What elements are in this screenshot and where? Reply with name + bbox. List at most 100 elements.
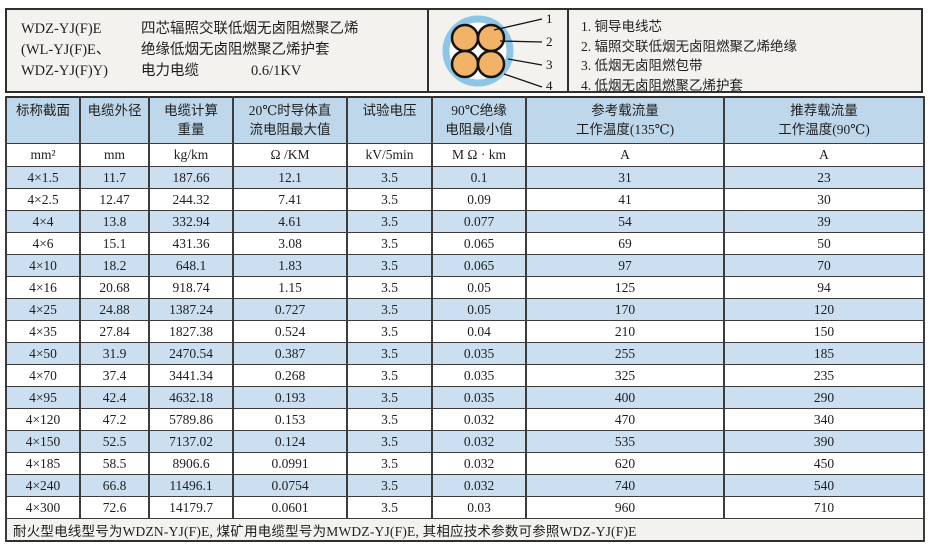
table-cell: 540 bbox=[723, 474, 925, 497]
table-cell: 52.5 bbox=[79, 430, 150, 453]
conductor-core bbox=[476, 49, 506, 78]
table-cell: 0.0991 bbox=[232, 452, 348, 475]
table-cell: 72.6 bbox=[79, 496, 150, 519]
table-cell: 125 bbox=[525, 276, 725, 299]
table-row: 4×95 42.4 4632.18 0.193 3.5 0.035 400 290 bbox=[5, 386, 925, 409]
header-row: 标称截面 电缆外径 电缆计算 重量 20℃时导体直 流电阻最大值 试验电压 90℃绝缘 电阻最小… bbox=[5, 96, 925, 144]
table-cell: 0.065 bbox=[431, 254, 527, 277]
table-cell: 0.09 bbox=[431, 188, 527, 211]
callout-number: 4 bbox=[546, 78, 553, 91]
table-row: 4×50 31.9 2470.54 0.387 3.5 0.035 255 185 bbox=[5, 342, 925, 365]
table-row: 4×240 66.8 11496.1 0.0754 3.5 0.032 740 540 bbox=[5, 474, 925, 497]
table-cell: 0.03 bbox=[431, 496, 527, 519]
table-cell: 3.5 bbox=[346, 496, 433, 519]
table-cell: 66.8 bbox=[79, 474, 150, 497]
table-cell: 1.15 bbox=[232, 276, 348, 299]
column-header: 电缆外径 bbox=[79, 96, 150, 144]
table-cell: 31 bbox=[525, 166, 725, 189]
column-header-line: 流电阻最大值 bbox=[249, 122, 331, 137]
column-header-line: 推荐载流量 bbox=[790, 103, 858, 118]
table-cell: 39 bbox=[723, 210, 925, 233]
table-cell: 0.727 bbox=[232, 298, 348, 321]
callout-line bbox=[507, 57, 543, 66]
table-cell: 4×300 bbox=[5, 496, 81, 519]
table-cell: 0.032 bbox=[431, 408, 527, 431]
table-cell: 41 bbox=[525, 188, 725, 211]
footnote: 耐火型电线型号为WDZN-YJ(F)E, 煤矿用电缆型号为MWDZ-YJ(F)E… bbox=[5, 518, 925, 542]
model-code: (WL-YJ(F)E、 bbox=[21, 42, 111, 58]
model-code: WDZ-YJ(F)Y) bbox=[21, 63, 108, 79]
table-cell: 3.5 bbox=[346, 276, 433, 299]
table-cell: 3.5 bbox=[346, 298, 433, 321]
table-cell: 97 bbox=[525, 254, 725, 277]
table-cell: 0.05 bbox=[431, 298, 527, 321]
table-cell: 0.153 bbox=[232, 408, 348, 431]
table-cell: 4632.18 bbox=[148, 386, 234, 409]
table-cell: 0.032 bbox=[431, 430, 527, 453]
table-row: 4×2.5 12.47 244.32 7.41 3.5 0.09 41 30 bbox=[5, 188, 925, 211]
table-cell: 0.032 bbox=[431, 452, 527, 475]
note-row: 耐火型电线型号为WDZN-YJ(F)E, 煤矿用电缆型号为MWDZ-YJ(F)E… bbox=[5, 518, 925, 542]
table-cell: 4×120 bbox=[5, 408, 81, 431]
unit-cell: mm bbox=[79, 143, 150, 167]
table-cell: 4×70 bbox=[5, 364, 81, 387]
table-cell: 0.035 bbox=[431, 364, 527, 387]
table-cell: 30 bbox=[723, 188, 925, 211]
legend-item: 4. 低烟无卤阻燃聚乙烯护套 bbox=[581, 77, 743, 93]
column-header: 90℃绝缘 电阻最小值 bbox=[431, 96, 527, 144]
description-line: 绝缘低烟无卤阻燃聚乙烯护套 bbox=[141, 40, 427, 61]
description-line: 电力电缆 0.6/1KV bbox=[141, 61, 427, 82]
unit-cell: M Ω · km bbox=[431, 143, 527, 167]
table-cell: 4×25 bbox=[5, 298, 81, 321]
table-cell: 4×240 bbox=[5, 474, 81, 497]
table-cell: 12.1 bbox=[232, 166, 348, 189]
table-cell: 18.2 bbox=[79, 254, 150, 277]
spec-sheet: WDZ-YJ(F)E (WL-YJ(F)E、 WDZ-YJ(F)Y) 四芯辐照交联低… bbox=[5, 8, 925, 542]
table-cell: 390 bbox=[723, 430, 925, 453]
table-cell: 0.077 bbox=[431, 210, 527, 233]
cable-cross-section-diagram: 1 2 3 4 bbox=[427, 10, 569, 91]
table-cell: 0.524 bbox=[232, 320, 348, 343]
unit-cell: A bbox=[525, 143, 725, 167]
table-row: 4×120 47.2 5789.86 0.153 3.5 0.032 470 340 bbox=[5, 408, 925, 431]
table-body: 4×1.5 11.7 187.66 12.1 3.5 0.1 31 23 4×2.5 12.47 2… bbox=[5, 166, 925, 542]
table-cell: 1387.24 bbox=[148, 298, 234, 321]
table-cell: 3.5 bbox=[346, 188, 433, 211]
table-cell: 244.32 bbox=[148, 188, 234, 211]
table-cell: 185 bbox=[723, 342, 925, 365]
column-header-line: 20℃时导体直 bbox=[248, 103, 332, 118]
table-cell: 4×150 bbox=[5, 430, 81, 453]
table-row: 4×16 20.68 918.74 1.15 3.5 0.05 125 94 bbox=[5, 276, 925, 299]
table-cell: 47.2 bbox=[79, 408, 150, 431]
table-cell: 620 bbox=[525, 452, 725, 475]
table-row: 4×6 15.1 431.36 3.08 3.5 0.065 69 50 bbox=[5, 232, 925, 255]
table-cell: 11496.1 bbox=[148, 474, 234, 497]
table-cell: 290 bbox=[723, 386, 925, 409]
table-row: 4×300 72.6 14179.7 0.0601 3.5 0.03 960 710 bbox=[5, 496, 925, 519]
table-row: 4×1.5 11.7 187.66 12.1 3.5 0.1 31 23 bbox=[5, 166, 925, 189]
column-header-line: 工作温度(135℃) bbox=[575, 122, 675, 137]
unit-cell: mm² bbox=[5, 143, 81, 167]
table-cell: 27.84 bbox=[79, 320, 150, 343]
table-row: 4×150 52.5 7137.02 0.124 3.5 0.032 535 390 bbox=[5, 430, 925, 453]
table-cell: 37.4 bbox=[79, 364, 150, 387]
table-cell: 1.83 bbox=[232, 254, 348, 277]
spec-table: 标称截面 电缆外径 电缆计算 重量 20℃时导体直 流电阻最大值 试验电压 90℃绝缘 电阻最小… bbox=[5, 96, 925, 542]
table-cell: 4×10 bbox=[5, 254, 81, 277]
table-cell: 69 bbox=[525, 232, 725, 255]
table-cell: 3.5 bbox=[346, 166, 433, 189]
table-cell: 0.035 bbox=[431, 342, 527, 365]
table-cell: 0.193 bbox=[232, 386, 348, 409]
table-cell: 535 bbox=[525, 430, 725, 453]
table-cell: 0.035 bbox=[431, 386, 527, 409]
cable-cross-section-icon: 1 2 3 4 bbox=[442, 11, 553, 91]
table-cell: 3.5 bbox=[346, 232, 433, 255]
table-cell: 3.5 bbox=[346, 452, 433, 475]
table-cell: 3.5 bbox=[346, 430, 433, 453]
description-line: 四芯辐照交联低烟无卤阻燃聚乙烯 bbox=[141, 19, 427, 40]
callout-number: 3 bbox=[546, 57, 553, 72]
column-header-line: 90℃绝缘 bbox=[451, 103, 507, 118]
table-cell: 50 bbox=[723, 232, 925, 255]
table-cell: 170 bbox=[525, 298, 725, 321]
table-cell: 4×50 bbox=[5, 342, 81, 365]
